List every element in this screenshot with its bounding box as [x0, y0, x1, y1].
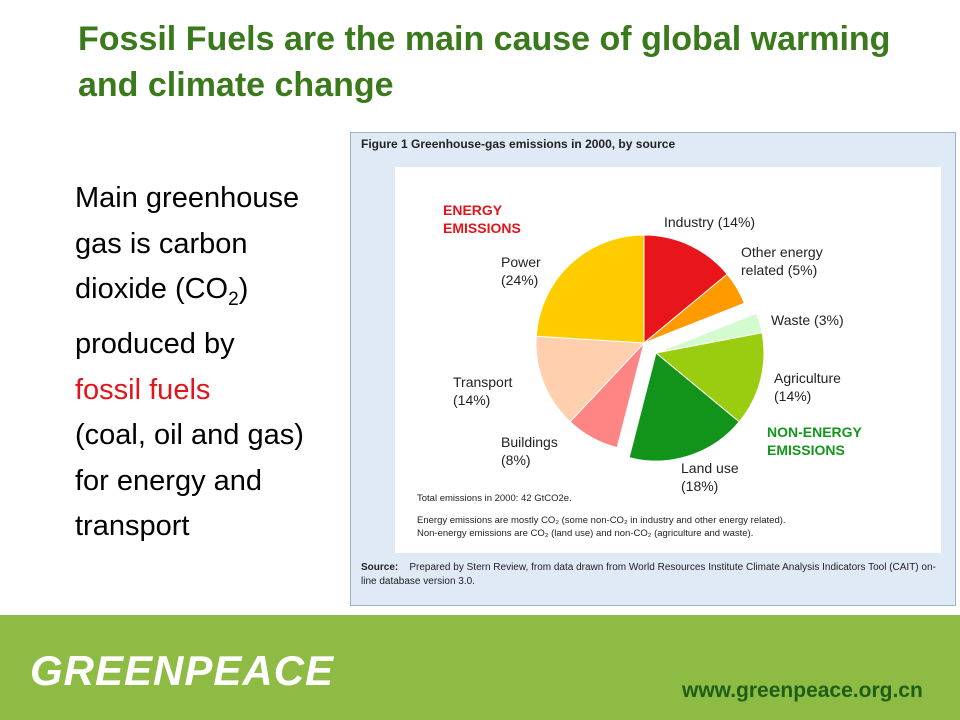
slice-label: Transport (14%) — [453, 373, 533, 409]
pie-slice — [643, 234, 728, 345]
slice-value: (3%) — [814, 312, 844, 328]
slice-label: Land use (18%) — [681, 459, 771, 495]
title: Fossil Fuels are the main cause of globa… — [78, 20, 891, 104]
figure-caption: Figure 1 Greenhouse-gas emissions in 200… — [361, 137, 676, 151]
pie-slice — [535, 234, 645, 344]
group-label: NON-ENERGY EMISSIONS — [767, 424, 862, 458]
logo: GREENPEACE — [30, 647, 335, 694]
slice-value: (24%) — [501, 272, 539, 288]
note: Energy emissions are mostly CO₂ (some no… — [417, 515, 786, 526]
slice-name: Waste — [771, 312, 811, 328]
pie-slice — [654, 332, 765, 423]
slice-label: Other energy related (5%) — [741, 243, 861, 279]
figure: Figure 1 Greenhouse-gas emissions in 200… — [350, 132, 956, 606]
slice-label: Power (24%) — [501, 253, 571, 289]
text: (coal, oil and gas) for energy and trans… — [75, 419, 304, 543]
slice-value: (8%) — [501, 452, 531, 468]
note: Total emissions in 2000: 42 GtCO2e. — [417, 493, 572, 504]
slice-name: Transport — [453, 374, 513, 390]
slice-label: Agriculture (14%) — [774, 369, 874, 405]
pie-slice — [643, 273, 746, 344]
slice-label: Waste (3%) — [771, 311, 891, 329]
slice-value: (18%) — [681, 478, 719, 494]
slice-label: Buildings (8%) — [501, 433, 581, 469]
body-text: Main greenhouse gas is carbon dioxide (C… — [75, 176, 337, 550]
slice-name: Other energy related — [741, 244, 823, 278]
slice-name: Buildings — [501, 434, 558, 450]
slice-value: (14%) — [717, 214, 756, 230]
slice-name: Agriculture — [774, 370, 841, 386]
url: www.greenpeace.org.cn — [682, 679, 923, 702]
pie-slice — [628, 352, 740, 462]
source-text: Prepared by Stern Review, from data draw… — [361, 562, 936, 587]
source: Source: Prepared by Stern Review, from d… — [361, 561, 951, 589]
slice-value: (14%) — [453, 392, 491, 408]
pie-chart — [535, 234, 765, 462]
slice-value: (14%) — [774, 388, 812, 404]
slice-name: Industry — [664, 214, 714, 230]
slice-name: Land use — [681, 460, 739, 476]
highlight: fossil fuels — [75, 373, 211, 406]
pie-slice — [535, 335, 646, 423]
group-label: ENERGY EMISSIONS — [443, 202, 521, 236]
text: ) produced by — [75, 273, 249, 361]
text: Main greenhouse gas is carbon dioxide (C… — [75, 182, 300, 305]
subscript: 2 — [228, 288, 239, 310]
source-label: Source: — [361, 562, 399, 573]
slice-name: Power — [501, 254, 541, 270]
slice-label: Industry (14%) — [664, 213, 824, 231]
slice-value: (5%) — [787, 262, 818, 278]
footer: GREENPEACE www.greenpeace.org.cn — [0, 615, 960, 720]
note: Non-energy emissions are CO₂ (land use) … — [417, 528, 754, 539]
